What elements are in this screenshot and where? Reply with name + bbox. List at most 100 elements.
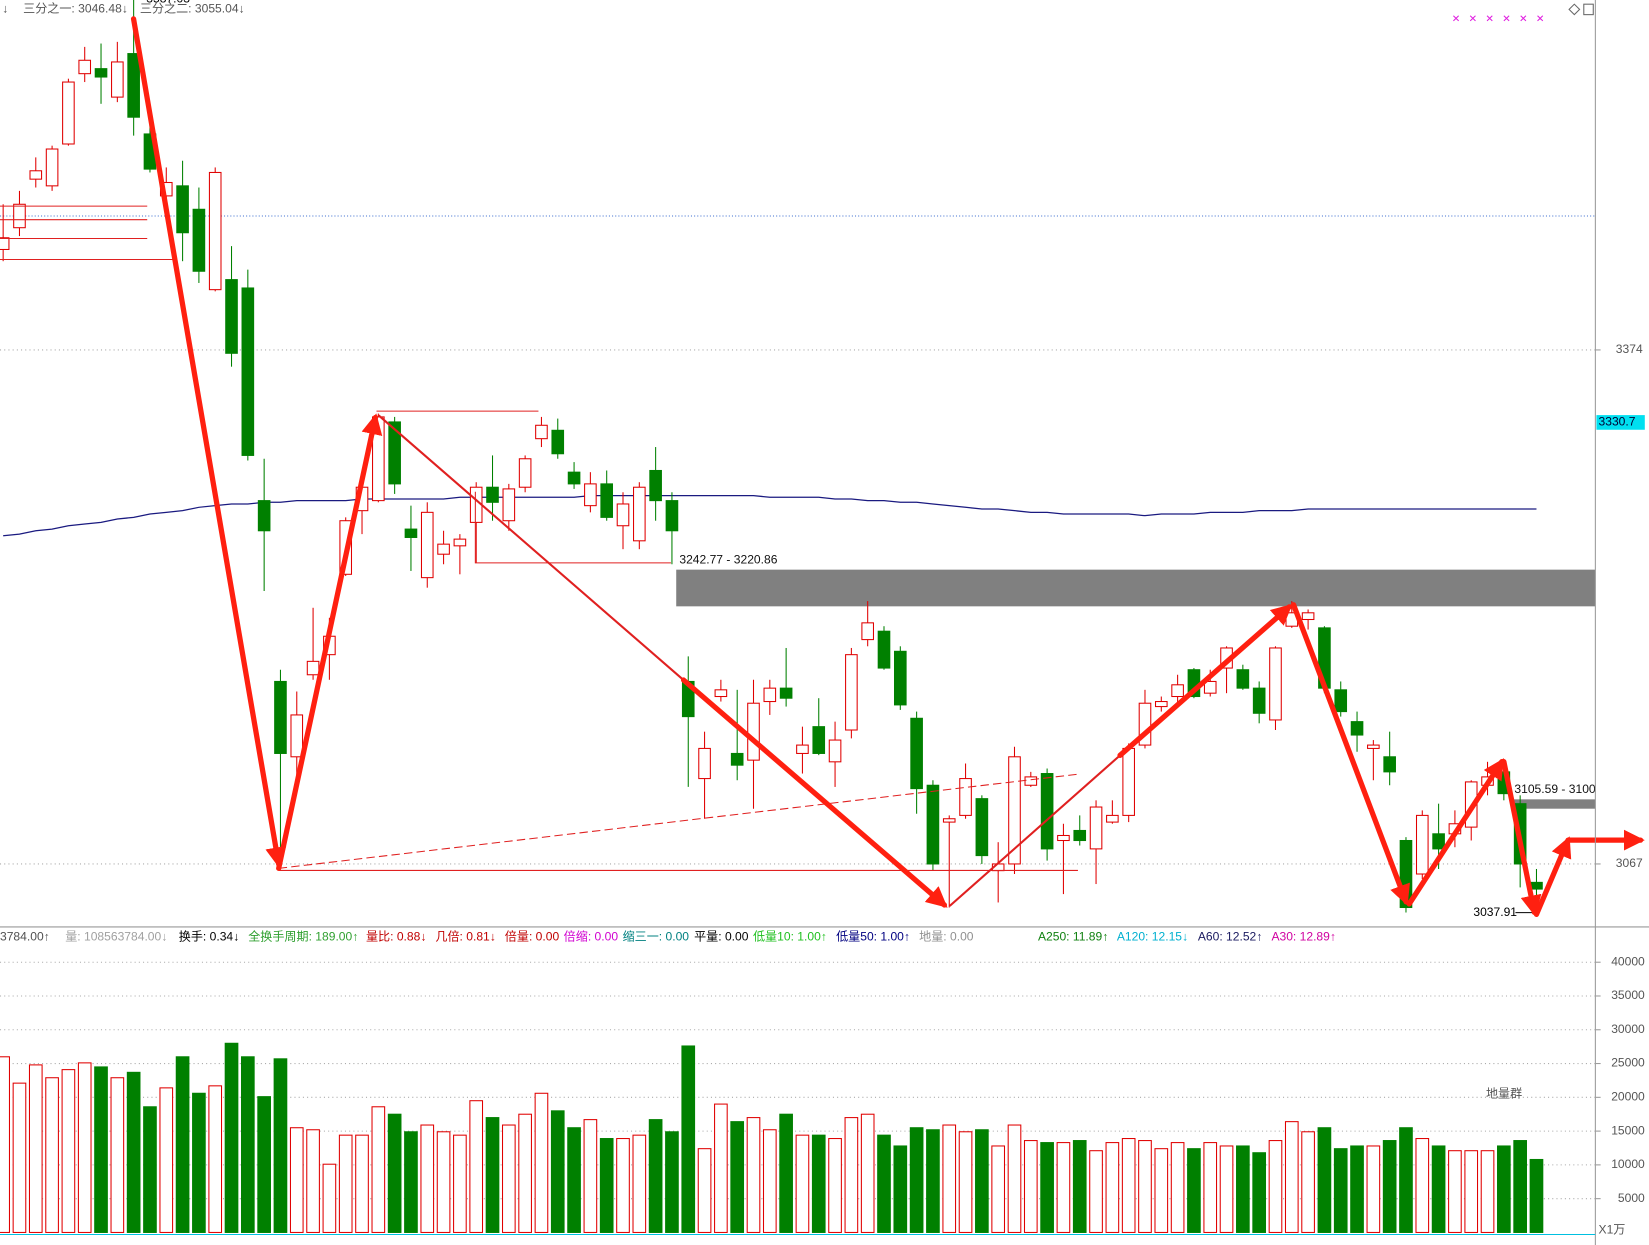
volume-bar <box>1301 1131 1315 1233</box>
volume-bar <box>61 1069 76 1233</box>
volume-bar <box>991 1145 1006 1233</box>
volume-bar <box>1105 1142 1120 1233</box>
current-price: 3330.7 <box>1599 415 1636 429</box>
volume-bar <box>616 1138 630 1233</box>
zone-label: 3105.59 - 3100 <box>1514 782 1596 796</box>
candle-body <box>404 528 418 538</box>
price-pane: ↓ 三分之一: 3046.48↓ 三分之二: 3055.04↓ 3067 3374 324… <box>0 0 1645 919</box>
candle-body <box>274 680 287 754</box>
volume-bar <box>1154 1148 1169 1233</box>
indicator: 地量: 0.00 <box>919 930 974 944</box>
y-tick-label: 5000 <box>1618 1191 1645 1205</box>
current-price-box <box>1596 415 1645 430</box>
zigzag-arrow <box>1533 836 1572 918</box>
candle-body <box>1171 684 1184 698</box>
y-tick-label: 3374 <box>1616 342 1643 356</box>
indicator: 量: 108563784.00↓ <box>65 930 167 944</box>
candle-body <box>1432 833 1445 850</box>
candle-body <box>241 287 255 456</box>
volume-bar <box>1317 1127 1332 1233</box>
volume-bar <box>1138 1140 1152 1233</box>
candle-body <box>453 538 467 547</box>
indicator: A250: 11.89↑ <box>1038 930 1108 944</box>
volume-bar <box>1089 1150 1103 1233</box>
volume-bar <box>273 1058 288 1233</box>
y-tick-label: 20000 <box>1611 1090 1645 1104</box>
candle-body <box>1383 756 1396 773</box>
volume-bar <box>192 1092 206 1233</box>
volume-bar <box>436 1131 451 1233</box>
candle-body <box>1334 689 1348 713</box>
candle-body <box>62 81 75 145</box>
candle-body <box>910 717 923 790</box>
volume-bar <box>1431 1145 1446 1233</box>
volume-bar <box>762 1129 777 1233</box>
volume-bar <box>338 1134 353 1233</box>
candle-body <box>1154 701 1168 708</box>
zigzag-arrow <box>1290 602 1410 906</box>
volume-bar <box>1350 1145 1364 1233</box>
indicator: A120: 12.15↓ <box>1117 930 1188 944</box>
volume-bar <box>811 1134 826 1233</box>
y-tick-label: 30000 <box>1611 1022 1645 1036</box>
volume-bar <box>1382 1140 1397 1233</box>
volume-bar <box>632 1134 647 1233</box>
y-tick-label: 40000 <box>1611 954 1645 968</box>
candle-body <box>828 739 842 763</box>
volume-bar <box>1497 1145 1511 1233</box>
candle-body <box>1057 834 1070 842</box>
volume-bar <box>1007 1124 1022 1233</box>
candle-body <box>78 59 92 75</box>
volume-bar <box>844 1117 859 1233</box>
volume-bar <box>909 1127 924 1233</box>
zigzag-arrow <box>276 413 383 871</box>
volume-bar <box>306 1129 320 1233</box>
candle-body <box>1269 647 1282 721</box>
indicator: A60: 12.52↑ <box>1198 930 1262 944</box>
zigzag-arrow <box>1501 759 1542 917</box>
volume-bar <box>371 1106 386 1233</box>
volume-bar <box>0 1056 10 1233</box>
candle-body <box>926 784 940 865</box>
volume-bar <box>501 1124 516 1233</box>
volume-bar <box>583 1119 598 1233</box>
volume-bar <box>404 1131 418 1233</box>
candle-body <box>747 702 760 761</box>
price-zone <box>1511 799 1596 809</box>
volume-bar <box>665 1131 679 1233</box>
unit-label: X1万 <box>1599 1223 1626 1237</box>
candle-body <box>1530 881 1543 890</box>
volume-bar <box>110 1077 125 1233</box>
drawn-line <box>948 754 1121 907</box>
volume-bar <box>453 1134 467 1233</box>
volume-bar <box>1219 1145 1234 1233</box>
volume-bar <box>860 1113 875 1233</box>
icon[interactable] <box>1568 3 1581 16</box>
candle-body <box>649 469 662 502</box>
volume-bar <box>1072 1140 1087 1233</box>
icon[interactable] <box>1583 3 1594 16</box>
volume-bar <box>159 1087 174 1233</box>
candle-body <box>1122 747 1135 816</box>
volume-bar <box>730 1121 745 1233</box>
low-label: 3037.91 <box>1473 905 1517 919</box>
volume-bar <box>1187 1148 1201 1233</box>
volume-bar <box>1529 1158 1544 1233</box>
volume-bar <box>1366 1145 1381 1233</box>
volume-bar <box>697 1148 712 1233</box>
volume-bar <box>77 1062 92 1233</box>
candle-body <box>567 471 581 485</box>
indicator: 全换手周期: 189.00↑ <box>248 929 358 944</box>
candle-body <box>257 500 271 532</box>
candle-body <box>959 778 972 816</box>
candle-body <box>1089 806 1103 850</box>
indicator: 量比: 0.88↓ <box>366 930 426 944</box>
candle-body <box>665 500 679 532</box>
volume-bar <box>1464 1150 1479 1233</box>
header-text: ↓ <box>2 2 8 16</box>
candle-body <box>1138 702 1152 746</box>
volume-bar <box>926 1129 940 1233</box>
volume-bar <box>681 1045 696 1233</box>
volume-bar <box>1121 1138 1136 1233</box>
